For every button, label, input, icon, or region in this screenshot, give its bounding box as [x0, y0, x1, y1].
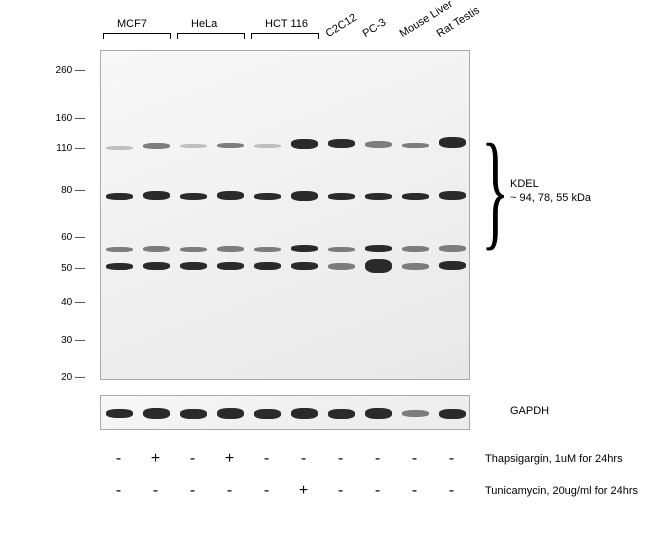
treatment-symbol: - [322, 482, 359, 500]
treatment-symbol: - [100, 482, 137, 500]
blot-band [402, 143, 429, 148]
blot-band [291, 245, 318, 252]
blot-band [106, 263, 133, 270]
blot-band [143, 191, 170, 200]
mw-marker: 50 — [55, 263, 85, 274]
gapdh-band [402, 410, 429, 417]
blot-band [254, 144, 281, 148]
target-sizes: ~ 94, 78, 55 kDa [510, 192, 591, 204]
blot-band [439, 245, 466, 252]
blot-band [365, 141, 392, 148]
blot-band [439, 191, 466, 200]
gapdh-band [291, 408, 318, 419]
lane-header-hct-116: HCT 116 [265, 18, 308, 30]
blot-band [254, 262, 281, 270]
target-name: KDEL [510, 178, 539, 190]
blot-band [217, 191, 244, 200]
treatment-symbol: - [100, 450, 137, 468]
blot-band [402, 246, 429, 252]
treatment-symbol: - [396, 450, 433, 468]
western-blot-main [100, 50, 470, 380]
mw-marker: 60 — [55, 232, 85, 243]
kdel-bracket: } [481, 125, 509, 255]
treatment-symbol: - [285, 450, 322, 468]
mw-marker: 80 — [55, 185, 85, 196]
blot-band [291, 262, 318, 270]
loading-control-label: GAPDH [510, 405, 549, 417]
blot-band [106, 146, 133, 150]
gapdh-band [106, 409, 133, 418]
mw-marker: 260 — [55, 65, 85, 76]
blot-band [328, 263, 355, 270]
treatment-symbol: - [248, 482, 285, 500]
lane-header-mcf7: MCF7 [117, 18, 147, 30]
treatment-symbol: - [211, 482, 248, 500]
gapdh-band [180, 409, 207, 419]
blot-band [365, 245, 392, 252]
blot-band [180, 144, 207, 148]
blot-band [365, 193, 392, 200]
lane-group-bracket [251, 33, 319, 39]
gapdh-band [143, 408, 170, 419]
blot-band [439, 137, 466, 148]
lane-header-pc-3: PC-3 [361, 17, 389, 40]
lane-group-bracket [103, 33, 171, 39]
blot-band [106, 193, 133, 200]
blot-band [365, 259, 392, 273]
treatment-label: Thapsigargin, 1uM for 24hrs [485, 453, 623, 465]
treatment-symbol: + [211, 450, 248, 468]
lane-group-bracket [177, 33, 245, 39]
mw-marker: 160 — [55, 113, 85, 124]
treatment-symbol: - [174, 450, 211, 468]
blot-band [180, 193, 207, 200]
treatment-symbol: - [248, 450, 285, 468]
mw-marker: 20 — [55, 372, 85, 383]
lane-header-hela: HeLa [191, 18, 217, 30]
treatment-symbol: - [174, 482, 211, 500]
blot-band [217, 143, 244, 148]
blot-band [328, 247, 355, 252]
blot-band [291, 191, 318, 201]
blot-band [143, 262, 170, 270]
gapdh-band [365, 408, 392, 419]
blot-band [217, 246, 244, 252]
blot-band [254, 193, 281, 200]
blot-band [402, 263, 429, 270]
blot-band [143, 246, 170, 252]
gapdh-band [254, 409, 281, 419]
treatment-label: Tunicamycin, 20ug/ml for 24hrs [485, 485, 638, 497]
blot-band [291, 139, 318, 149]
mw-marker: 40 — [55, 297, 85, 308]
western-blot-gapdh [100, 395, 470, 430]
treatment-symbol: + [285, 482, 322, 500]
lane-header-c2c12: C2C12 [324, 12, 359, 40]
treatment-symbol: - [322, 450, 359, 468]
treatment-symbol: - [359, 450, 396, 468]
mw-marker: 30 — [55, 335, 85, 346]
blot-band [328, 139, 355, 148]
gapdh-band [217, 408, 244, 419]
blot-band [217, 262, 244, 270]
blot-band [180, 247, 207, 252]
treatment-symbol: - [137, 482, 174, 500]
treatment-symbol: + [137, 450, 174, 468]
blot-band [254, 247, 281, 252]
blot-band [328, 193, 355, 200]
blot-band [180, 262, 207, 270]
treatment-symbol: - [433, 482, 470, 500]
treatment-symbol: - [396, 482, 433, 500]
mw-marker: 110 — [55, 143, 85, 154]
blot-band [402, 193, 429, 200]
treatment-symbol: - [359, 482, 396, 500]
treatment-symbol: - [433, 450, 470, 468]
blot-band [439, 261, 466, 270]
blot-band [143, 143, 170, 149]
blot-band [106, 247, 133, 252]
gapdh-band [439, 409, 466, 419]
gapdh-band [328, 409, 355, 419]
